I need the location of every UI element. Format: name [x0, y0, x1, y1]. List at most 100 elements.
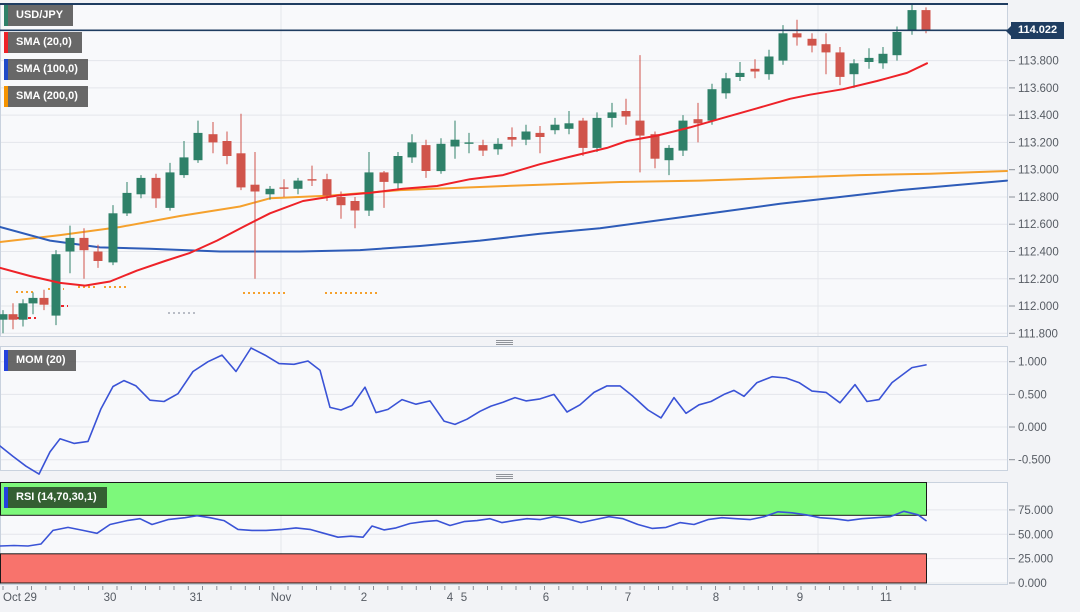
- candle-body-down: [8, 314, 18, 320]
- candle-body-up: [464, 142, 474, 144]
- candle-body-down: [507, 137, 517, 140]
- candle-body-up: [51, 254, 61, 316]
- candle-body-up: [179, 157, 189, 176]
- rsi-axis-label: 0.000: [1018, 578, 1047, 590]
- candle-body-up: [193, 132, 203, 161]
- symbol-chip[interactable]: USD/JPY: [4, 5, 74, 26]
- candle-body-down: [79, 237, 89, 251]
- price-axis-label: 112.200: [1018, 274, 1059, 286]
- price-axis-label: 112.400: [1018, 247, 1059, 259]
- momentum-pane-background: [0, 346, 1008, 471]
- candle-body-up: [293, 180, 303, 189]
- sma20-line: [0, 62, 928, 287]
- momentum-axis-label: 1.000: [1018, 357, 1047, 369]
- date-label: 7: [625, 592, 631, 604]
- last-price-badge: 114.022: [1005, 22, 1065, 39]
- date-label: 5: [461, 592, 467, 604]
- candle-body-up: [407, 142, 417, 158]
- candle-body-up: [265, 188, 275, 195]
- momentum-legend-chip[interactable]: MOM (20): [4, 350, 76, 371]
- sma20-legend-chip[interactable]: SMA (20,0): [4, 32, 82, 53]
- candle-body-up: [136, 177, 146, 195]
- momentum-axis-label: -0.500: [1018, 455, 1051, 467]
- rsi-axis-label: 75.000: [1018, 505, 1053, 517]
- candle-body-up: [28, 297, 38, 304]
- rsi-axis-label: 25.000: [1018, 554, 1053, 566]
- price-axis-label: 113.600: [1018, 83, 1059, 95]
- momentum-grid: 1.000 0.500 0.000 -0.500: [1, 357, 1051, 467]
- candle-body-up: [678, 120, 688, 151]
- candle-body-down: [279, 187, 289, 189]
- candle-body-down: [250, 184, 260, 192]
- candle-body-down: [379, 172, 389, 182]
- candle-body-down: [222, 141, 232, 156]
- candle-body-up: [707, 89, 717, 121]
- candle-body-down: [750, 68, 760, 72]
- candle-body-up: [450, 139, 460, 147]
- candle-body-up: [393, 156, 403, 184]
- momentum-line: [0, 347, 927, 475]
- candles-layer: [0, 4, 931, 334]
- candle-body-up: [878, 53, 888, 64]
- candle-body-up: [108, 213, 118, 263]
- date-label: 31: [190, 592, 203, 604]
- candle-body-down: [236, 153, 246, 188]
- candle-body-up: [892, 32, 902, 56]
- sma200-legend-chip[interactable]: SMA (200,0): [4, 86, 88, 107]
- candle-body-down: [578, 120, 588, 148]
- price-axis-label: 111.800: [1018, 328, 1058, 340]
- candle-body-down: [821, 44, 831, 53]
- price-axis-label: 113.800: [1018, 56, 1059, 68]
- candle-body-up: [493, 143, 503, 150]
- price-axis-label: 113.400: [1018, 110, 1059, 122]
- date-label: 2: [361, 592, 367, 604]
- candle-body-up: [907, 10, 917, 31]
- price-axis-label: 112.800: [1018, 192, 1059, 204]
- candle-body-up: [364, 172, 374, 211]
- rsi-axis-label: 50.000: [1018, 529, 1053, 541]
- date-label: 8: [713, 592, 719, 604]
- sma100-legend-chip[interactable]: SMA (100,0): [4, 59, 88, 80]
- candle-body-up: [550, 124, 560, 131]
- candle-body-up: [521, 131, 531, 140]
- candle-body-up: [735, 72, 745, 77]
- candle-body-down: [650, 134, 660, 159]
- candle-body-up: [849, 63, 859, 75]
- date-label: 6: [543, 592, 549, 604]
- rsi-oversold-band: [0, 553, 927, 584]
- main-pane-background: [0, 4, 1008, 337]
- price-axis-label: 113.200: [1018, 137, 1059, 149]
- date-label: 11: [880, 592, 892, 604]
- candle-body-up: [122, 192, 132, 214]
- candle-body-down: [93, 251, 103, 261]
- candle-body-down: [39, 297, 49, 305]
- candle-body-down: [621, 111, 631, 117]
- x-axis: Oct 29 30 31 Nov 2 4 5 6 7 8 9 11: [2, 586, 916, 604]
- pane-resize-grip-top[interactable]: [496, 340, 513, 346]
- candle-body-up: [864, 57, 874, 62]
- candle-body-up: [18, 303, 28, 320]
- candle-body-up: [564, 123, 574, 129]
- rsi-overbought-band: [0, 482, 927, 516]
- candle-body-down: [835, 52, 845, 77]
- price-axis-label: 112.000: [1018, 301, 1059, 313]
- rsi-line: [0, 510, 927, 547]
- candle-body-down: [535, 132, 545, 137]
- momentum-axis-label: 0.000: [1018, 422, 1047, 434]
- momentum-axis-label: 0.500: [1018, 389, 1047, 401]
- rsi-legend-chip[interactable]: RSI (14,70,30,1): [4, 487, 107, 508]
- candle-body-up: [607, 112, 617, 118]
- pane-resize-grip-bottom[interactable]: [496, 474, 513, 480]
- candle-body-up: [764, 56, 774, 75]
- candle-body-down: [807, 38, 817, 46]
- candle-body-down: [635, 120, 645, 136]
- candle-body-up: [436, 143, 446, 172]
- sma100-line: [0, 179, 1008, 253]
- candle-body-down: [336, 197, 346, 206]
- candle-body-up: [664, 147, 674, 161]
- candle-body-up: [778, 33, 788, 61]
- date-label: Nov: [271, 592, 292, 604]
- candle-body-down: [478, 145, 488, 151]
